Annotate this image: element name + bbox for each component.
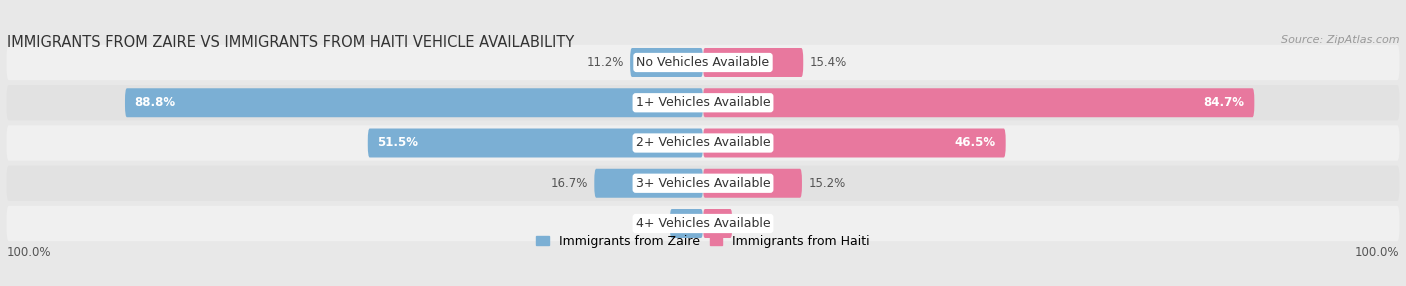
FancyBboxPatch shape	[630, 48, 703, 77]
Text: 5.1%: 5.1%	[634, 217, 664, 230]
FancyBboxPatch shape	[595, 169, 703, 198]
FancyBboxPatch shape	[368, 128, 703, 158]
Text: 100.0%: 100.0%	[7, 246, 51, 259]
FancyBboxPatch shape	[703, 169, 801, 198]
FancyBboxPatch shape	[669, 209, 703, 238]
Text: 84.7%: 84.7%	[1204, 96, 1244, 109]
Text: 100.0%: 100.0%	[1355, 246, 1399, 259]
Text: 15.2%: 15.2%	[808, 177, 845, 190]
Text: 4.5%: 4.5%	[738, 217, 769, 230]
Text: 88.8%: 88.8%	[135, 96, 176, 109]
Text: 51.5%: 51.5%	[378, 136, 419, 150]
Text: Source: ZipAtlas.com: Source: ZipAtlas.com	[1281, 35, 1399, 45]
Text: IMMIGRANTS FROM ZAIRE VS IMMIGRANTS FROM HAITI VEHICLE AVAILABILITY: IMMIGRANTS FROM ZAIRE VS IMMIGRANTS FROM…	[7, 35, 574, 50]
FancyBboxPatch shape	[125, 88, 703, 117]
Text: 1+ Vehicles Available: 1+ Vehicles Available	[636, 96, 770, 109]
Legend: Immigrants from Zaire, Immigrants from Haiti: Immigrants from Zaire, Immigrants from H…	[536, 235, 870, 248]
FancyBboxPatch shape	[7, 125, 1399, 161]
FancyBboxPatch shape	[703, 48, 803, 77]
FancyBboxPatch shape	[703, 209, 733, 238]
Text: No Vehicles Available: No Vehicles Available	[637, 56, 769, 69]
Text: 15.4%: 15.4%	[810, 56, 846, 69]
Text: 2+ Vehicles Available: 2+ Vehicles Available	[636, 136, 770, 150]
FancyBboxPatch shape	[7, 85, 1399, 120]
Text: 3+ Vehicles Available: 3+ Vehicles Available	[636, 177, 770, 190]
Text: 4+ Vehicles Available: 4+ Vehicles Available	[636, 217, 770, 230]
FancyBboxPatch shape	[703, 128, 1005, 158]
Text: 46.5%: 46.5%	[955, 136, 995, 150]
Text: 11.2%: 11.2%	[586, 56, 624, 69]
Text: 16.7%: 16.7%	[550, 177, 588, 190]
FancyBboxPatch shape	[7, 206, 1399, 241]
FancyBboxPatch shape	[7, 45, 1399, 80]
FancyBboxPatch shape	[7, 166, 1399, 201]
FancyBboxPatch shape	[703, 88, 1254, 117]
